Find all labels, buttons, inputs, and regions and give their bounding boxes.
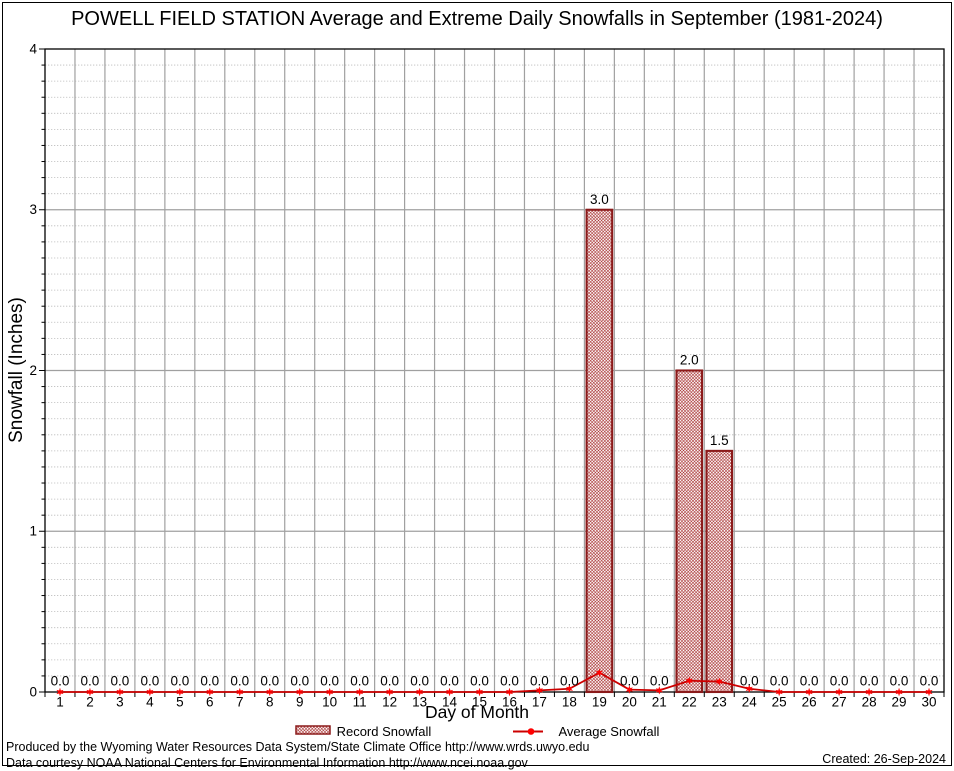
svg-text:0.0: 0.0: [260, 674, 279, 689]
svg-text:3: 3: [116, 695, 124, 710]
svg-text:19: 19: [592, 695, 607, 710]
svg-text:4: 4: [146, 695, 154, 710]
svg-text:0.0: 0.0: [650, 674, 669, 689]
svg-text:0.0: 0.0: [500, 674, 519, 689]
svg-text:0.0: 0.0: [620, 674, 639, 689]
svg-text:25: 25: [772, 695, 787, 710]
svg-text:14: 14: [442, 695, 458, 710]
svg-text:0.0: 0.0: [410, 674, 429, 689]
svg-text:2.0: 2.0: [680, 353, 699, 368]
svg-text:16: 16: [502, 695, 517, 710]
svg-text:0.0: 0.0: [800, 674, 819, 689]
svg-text:22: 22: [682, 695, 697, 710]
svg-text:1.5: 1.5: [710, 433, 729, 448]
svg-text:23: 23: [712, 695, 727, 710]
svg-text:17: 17: [532, 695, 547, 710]
svg-text:2: 2: [86, 695, 94, 710]
svg-text:24: 24: [742, 695, 758, 710]
svg-text:0.0: 0.0: [740, 674, 759, 689]
svg-text:0.0: 0.0: [81, 674, 100, 689]
svg-text:1: 1: [29, 524, 37, 539]
svg-text:11: 11: [353, 695, 367, 710]
svg-text:0.0: 0.0: [200, 674, 219, 689]
svg-text:15: 15: [472, 695, 487, 710]
svg-text:0.0: 0.0: [770, 674, 789, 689]
svg-text:0.0: 0.0: [530, 674, 549, 689]
svg-text:3.0: 3.0: [590, 192, 609, 207]
svg-text:0.0: 0.0: [51, 674, 70, 689]
svg-text:27: 27: [832, 695, 847, 710]
svg-text:1: 1: [56, 695, 64, 710]
svg-text:3: 3: [29, 202, 37, 217]
svg-text:8: 8: [266, 695, 274, 710]
svg-text:13: 13: [412, 695, 427, 710]
svg-text:9: 9: [296, 695, 304, 710]
svg-text:0.0: 0.0: [170, 674, 189, 689]
svg-text:0.0: 0.0: [830, 674, 849, 689]
svg-text:0.0: 0.0: [890, 674, 909, 689]
svg-text:2: 2: [29, 363, 37, 378]
svg-text:0.0: 0.0: [380, 674, 399, 689]
svg-text:21: 21: [652, 695, 667, 710]
svg-text:0.0: 0.0: [440, 674, 459, 689]
svg-text:0.0: 0.0: [140, 674, 159, 689]
svg-text:7: 7: [236, 695, 244, 710]
svg-text:0.0: 0.0: [860, 674, 879, 689]
svg-text:10: 10: [322, 695, 337, 710]
svg-text:0.0: 0.0: [290, 674, 309, 689]
svg-text:0.0: 0.0: [230, 674, 249, 689]
svg-text:0.0: 0.0: [470, 674, 489, 689]
svg-text:12: 12: [382, 695, 397, 710]
svg-text:0.0: 0.0: [920, 674, 939, 689]
svg-text:29: 29: [892, 695, 907, 710]
svg-text:20: 20: [622, 695, 637, 710]
svg-text:4: 4: [29, 41, 37, 56]
svg-text:26: 26: [802, 695, 817, 710]
svg-text:5: 5: [176, 695, 184, 710]
svg-text:0: 0: [29, 684, 37, 699]
svg-text:6: 6: [206, 695, 214, 710]
svg-text:30: 30: [922, 695, 937, 710]
svg-text:0.0: 0.0: [111, 674, 130, 689]
svg-text:0.0: 0.0: [350, 674, 369, 689]
svg-text:0.0: 0.0: [320, 674, 339, 689]
svg-text:18: 18: [562, 695, 577, 710]
svg-text:28: 28: [862, 695, 877, 710]
svg-text:0.0: 0.0: [560, 674, 579, 689]
